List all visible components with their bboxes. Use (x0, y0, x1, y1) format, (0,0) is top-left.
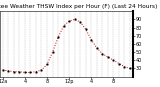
Text: Milwaukee Weather THSW Index per Hour (F) (Last 24 Hours): Milwaukee Weather THSW Index per Hour (F… (0, 4, 157, 9)
